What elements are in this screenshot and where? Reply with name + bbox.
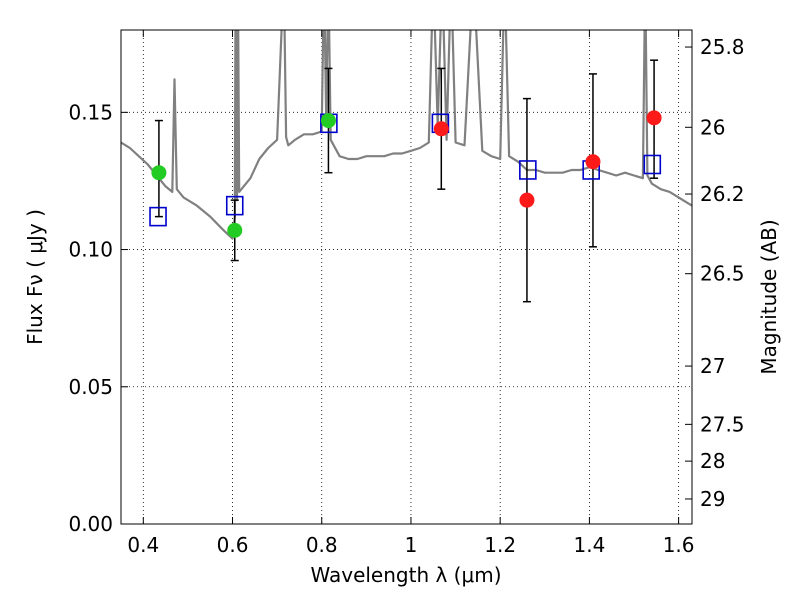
x-axis-label: Wavelength λ (μm) [310,563,501,587]
observed-circle-marker [151,165,167,181]
observed-circle-marker [320,113,336,129]
template-spectrum [121,30,692,240]
y-tick-label: 0.00 [68,512,113,536]
y-tick-label: 0.15 [68,100,113,124]
right-tick-label: 26.5 [700,262,745,286]
x-tick-label: 1.6 [663,533,695,557]
observed-circle-marker [433,121,449,137]
x-tick-label: 0.8 [306,533,338,557]
right-tick-label: 26.2 [700,182,745,206]
data-markers [149,110,662,238]
observed-circle-marker [585,154,601,170]
x-tick-label: 1.2 [484,533,516,557]
model-square-marker [643,154,662,175]
right-axis-label: Magnitude (AB) [757,219,781,374]
right-tick-label: 27.5 [700,412,745,436]
gridlines [121,30,692,525]
error-bars [154,59,659,303]
right-tick-label: 26 [700,115,725,139]
model-square-marker [149,206,167,227]
model-square-marker [519,160,537,180]
model-square-marker [225,195,244,216]
y-axis-label: Flux Fν ( μJy ) [23,209,47,345]
axis-ticks: 0.4 0.6 0.8 1 1.2 1.4 1.6 0.00 0.05 0.10 0.15 25.8 2… [68,30,745,557]
x-tick-label: 1.4 [573,533,605,557]
y-tick-label: 0.10 [68,238,113,262]
plot-frame [120,29,693,525]
observed-circle-marker [519,192,535,208]
observed-circle-marker [227,222,243,238]
x-tick-label: 0.4 [127,533,159,557]
right-tick-label: 27 [700,354,725,378]
right-tick-label: 29 [700,487,725,511]
right-tick-label: 28 [700,449,725,473]
observed-circle-marker [646,110,662,126]
x-tick-label: 0.6 [217,533,249,557]
spectrum-line [121,30,692,240]
x-tick-label: 1 [405,533,418,557]
y-tick-label: 0.05 [68,375,113,399]
right-tick-label: 25.8 [700,35,745,59]
